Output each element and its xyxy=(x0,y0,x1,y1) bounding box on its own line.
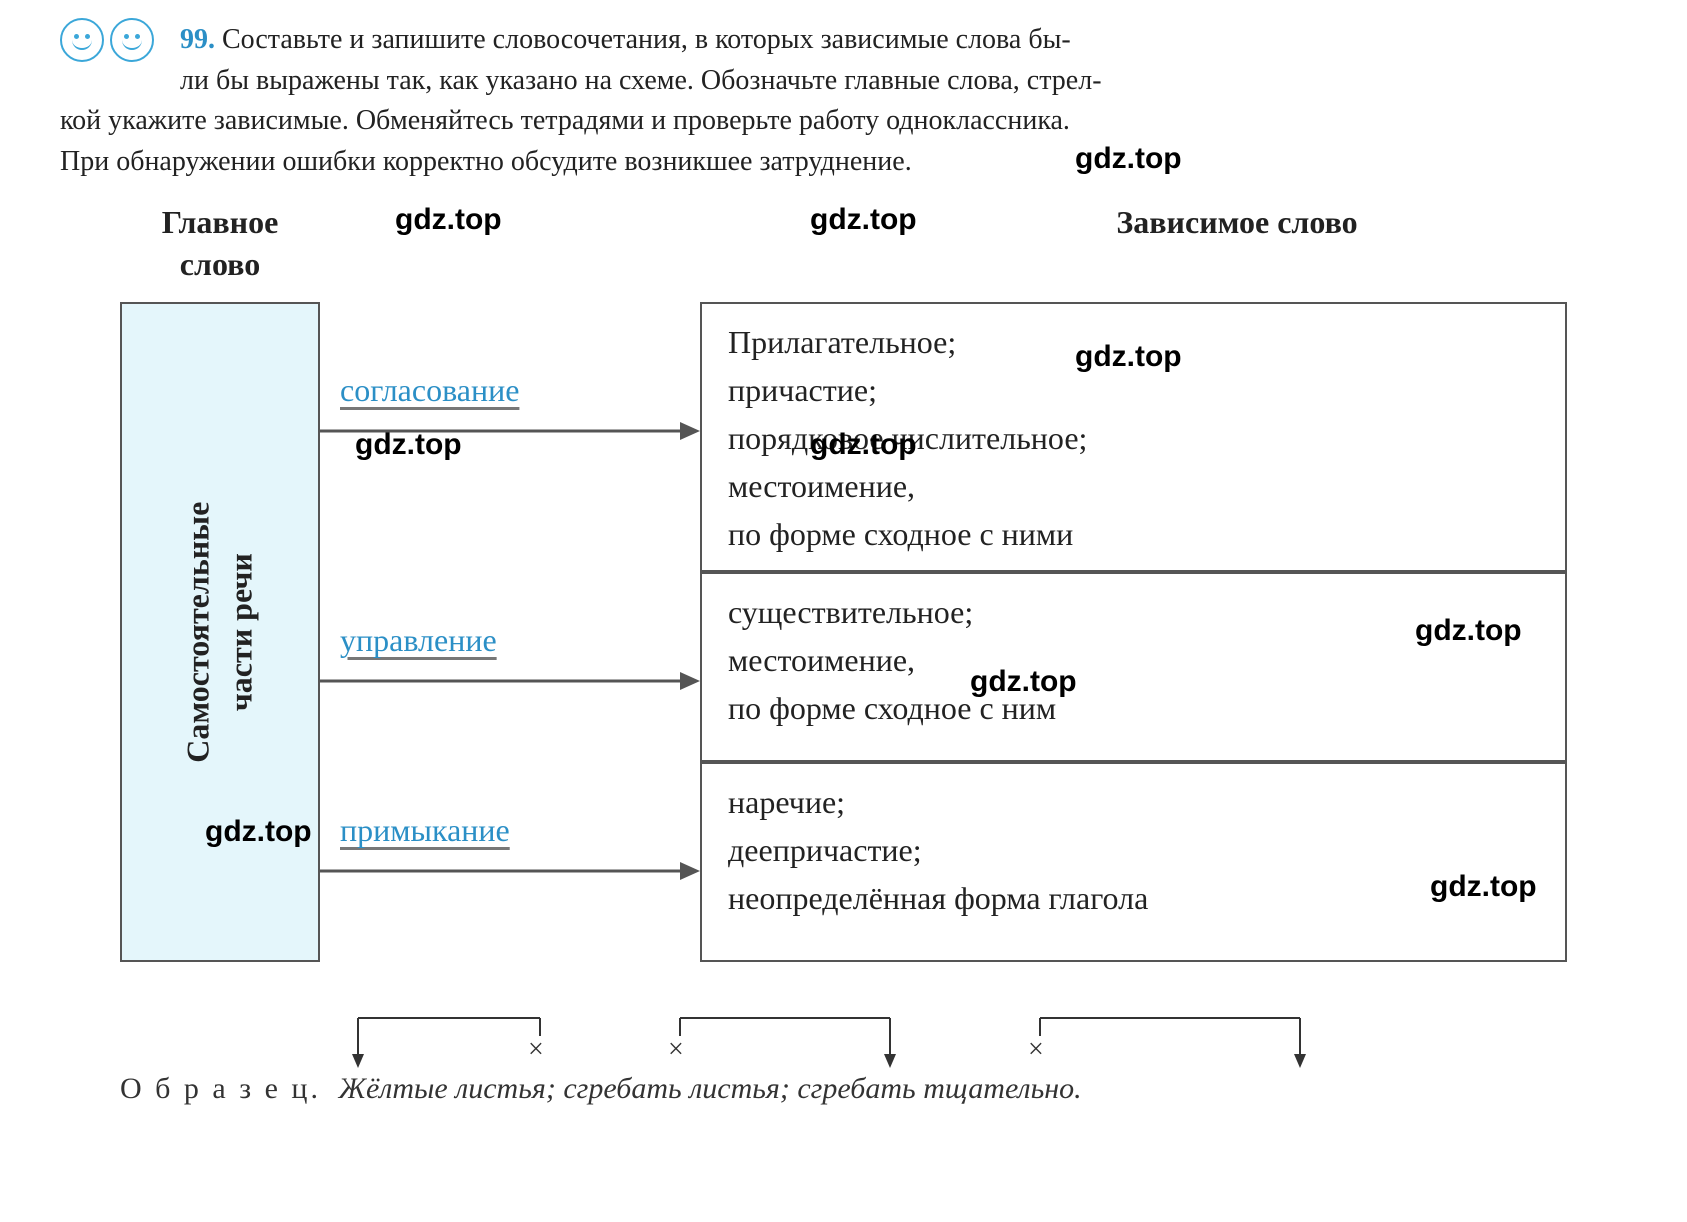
dep1-l3: порядковое числительное; xyxy=(728,414,1539,462)
dependent-box-3: наречие; деепричастие; неопределённая фо… xyxy=(700,762,1567,962)
arrow-icon xyxy=(320,416,700,446)
arrow-agreement: согласование xyxy=(320,382,700,452)
task-line-2: ли бы выражены так, как указано на схеме… xyxy=(180,61,1627,102)
link-label-government: управление xyxy=(340,622,497,659)
svg-text:×: × xyxy=(668,1034,684,1065)
example-1a: Жёлтые xyxy=(338,1072,447,1105)
header-dependent-word: Зависимое слово xyxy=(1107,202,1367,244)
diagram: Главное слово Зависимое слово Самостояте… xyxy=(60,202,1627,1152)
example-row: О б р а з е ц. Жёлтые листья; сгребать л… xyxy=(120,1072,1082,1106)
arrow-adjunction: примыкание xyxy=(320,822,700,892)
dep3-l1: наречие; xyxy=(728,778,1539,826)
task-line-1: 99. Составьте и запишите словосочетания,… xyxy=(180,20,1627,61)
header-main-word: Главное слово xyxy=(120,202,320,285)
example-label: О б р а з е ц. xyxy=(120,1072,321,1105)
link-label-adjunction: примыкание xyxy=(340,812,510,849)
dep2-l3: по форме сходное с ним xyxy=(728,684,1539,732)
dep1-l2: причастие; xyxy=(728,366,1539,414)
task-line-4: При обнаружении ошибки корректно обсудит… xyxy=(60,142,1627,183)
smiley-icon xyxy=(110,18,154,62)
task-text-1: Составьте и запишите словосочетания, в к… xyxy=(222,24,1071,55)
svg-text:×: × xyxy=(528,1034,544,1065)
dep1-l5: по форме сходное с ними xyxy=(728,510,1539,558)
dependent-box-2: существительное; местоимение, по форме с… xyxy=(700,572,1567,762)
example-1b: листья xyxy=(455,1072,546,1105)
dep1-l4: местоимение, xyxy=(728,462,1539,510)
example-3b: тщательно xyxy=(923,1072,1074,1105)
dep2-l2: местоимение, xyxy=(728,636,1539,684)
dependent-box-1: Прилагательное; причастие; порядковое чи… xyxy=(700,302,1567,572)
main-word-box: Самостоятельные части речи xyxy=(120,302,320,962)
dep2-l1: существительное; xyxy=(728,588,1539,636)
link-label-agreement: согласование xyxy=(340,372,519,409)
exercise-page: 99. Составьте и запишите словосочетания,… xyxy=(0,0,1687,1172)
smiley-icon xyxy=(60,18,104,62)
task-number: 99. xyxy=(180,24,215,55)
example-annotation: × × × xyxy=(120,1008,1680,1072)
arrow-icon xyxy=(320,666,700,696)
emoji-row xyxy=(60,18,154,62)
arrow-government: управление xyxy=(320,632,700,702)
example-2a: сгребать xyxy=(563,1072,681,1105)
arrow-icon xyxy=(320,856,700,886)
main-word-label: Самостоятельные части речи xyxy=(177,502,263,763)
dep3-l3: неопределённая форма глагола xyxy=(728,874,1539,922)
task-line-3: кой укажите зависимые. Обменяйтесь тетра… xyxy=(60,101,1627,142)
svg-text:×: × xyxy=(1028,1034,1044,1065)
dep1-l1: Прилагательное; xyxy=(728,318,1539,366)
dep3-l2: деепричастие; xyxy=(728,826,1539,874)
example-3a: сгребать xyxy=(797,1072,915,1105)
example-2b: листья xyxy=(689,1072,780,1105)
